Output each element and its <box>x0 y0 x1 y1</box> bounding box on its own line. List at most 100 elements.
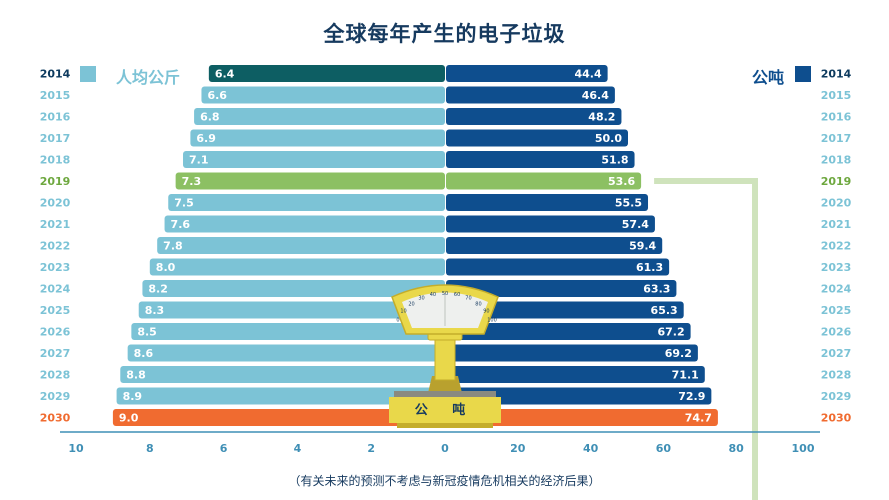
scale-dial-tick-90: 90 <box>483 309 489 315</box>
year-right-2019: 2019 <box>821 175 852 188</box>
bar-per-capita-2019 <box>175 172 445 190</box>
bar-tonnes-2026 <box>446 323 691 340</box>
scale-dial-tick-60: 60 <box>454 292 460 298</box>
tick-tonnes-80: 80 <box>729 442 745 455</box>
year-left-2023: 2023 <box>40 261 71 274</box>
scale-dial-tick-50: 50 <box>442 291 448 297</box>
tick-tonnes-100: 100 <box>792 442 815 455</box>
bar-per-capita-2015 <box>201 86 445 104</box>
label-tonnes-2020: 55.5 <box>615 197 642 210</box>
year-right-2014: 2014 <box>821 68 852 81</box>
legend-label-per-capita: 人均公斤 <box>116 68 181 87</box>
year-left-2020: 2020 <box>40 197 71 210</box>
chart-title: 全球每年产生的电子垃圾 <box>323 22 566 46</box>
label-tonnes-2022: 59.4 <box>629 240 656 253</box>
label-tonnes-2019: 53.6 <box>608 175 635 188</box>
bar-tonnes-2029 <box>446 387 712 405</box>
label-tonnes-2030: 74.7 <box>685 412 712 425</box>
year-left-2028: 2028 <box>40 369 71 382</box>
bar-tonnes-2022 <box>446 237 663 254</box>
label-per-capita-2017: 6.9 <box>196 132 216 145</box>
tick-per-capita-8: 8 <box>146 442 154 455</box>
bar-per-capita-2016 <box>194 108 445 125</box>
tick-tonnes-60: 60 <box>656 442 672 455</box>
year-right-2027: 2027 <box>821 347 852 360</box>
label-tonnes-2021: 57.4 <box>622 218 649 231</box>
label-tonnes-2028: 71.1 <box>672 369 699 382</box>
year-right-2020: 2020 <box>821 197 852 210</box>
year-right-2015: 2015 <box>821 89 852 102</box>
year-right-2022: 2022 <box>821 240 852 253</box>
bar-tonnes-2027 <box>446 344 698 362</box>
year-left-2029: 2029 <box>40 390 71 403</box>
year-right-2016: 2016 <box>821 111 852 124</box>
scale-dial-tick-80: 80 <box>475 301 481 307</box>
bar-tonnes-2018 <box>446 151 635 168</box>
bar-tonnes-2023 <box>446 258 670 276</box>
scale-dial-tick-10: 10 <box>400 309 406 315</box>
bar-per-capita-2029 <box>116 387 445 405</box>
tick-per-capita-0: 0 <box>441 442 449 455</box>
label-tonnes-2016: 48.2 <box>588 111 615 124</box>
bar-tonnes-2017 <box>446 129 628 147</box>
year-right-2021: 2021 <box>821 218 852 231</box>
legend-swatch-tonnes <box>795 66 811 82</box>
year-right-2018: 2018 <box>821 154 852 167</box>
label-tonnes-2018: 51.8 <box>601 154 628 167</box>
scale-dial-tick-20: 20 <box>408 301 414 307</box>
scale-dial-tick-100: 100 <box>487 317 497 323</box>
bracket-connector <box>654 178 758 500</box>
year-left-2024: 2024 <box>40 283 71 296</box>
bar-tonnes-2030 <box>446 409 718 426</box>
year-left-2025: 2025 <box>40 304 71 317</box>
bar-per-capita-2027 <box>127 344 445 362</box>
bar-tonnes-2024 <box>446 280 677 297</box>
bar-per-capita-2030 <box>112 409 446 426</box>
bar-per-capita-2026 <box>131 323 445 340</box>
year-right-2029: 2029 <box>821 390 852 403</box>
bar-tonnes-2014 <box>446 65 608 82</box>
label-per-capita-2030: 9.0 <box>119 412 139 425</box>
label-per-capita-2022: 7.8 <box>163 240 183 253</box>
bar-tonnes-2020 <box>446 194 649 211</box>
label-per-capita-2016: 6.8 <box>200 111 220 124</box>
label-tonnes-2025: 65.3 <box>651 304 678 317</box>
label-per-capita-2019: 7.3 <box>182 175 202 188</box>
label-tonnes-2023: 61.3 <box>636 261 663 274</box>
label-per-capita-2020: 7.5 <box>174 197 194 210</box>
year-left-2015: 2015 <box>40 89 71 102</box>
scale-dial-tick-0: 0 <box>396 317 399 323</box>
label-tonnes-2029: 72.9 <box>678 390 705 403</box>
year-left-2019: 2019 <box>40 175 71 188</box>
label-per-capita-2028: 8.8 <box>126 369 146 382</box>
bar-per-capita-2021 <box>164 215 445 233</box>
bar-tonnes-2028 <box>446 366 705 383</box>
year-left-2021: 2021 <box>40 218 71 231</box>
year-right-2017: 2017 <box>821 132 852 145</box>
label-per-capita-2014: 6.4 <box>215 68 235 81</box>
label-per-capita-2018: 7.1 <box>189 154 209 167</box>
bar-tonnes-2021 <box>446 215 655 233</box>
bar-per-capita-2020 <box>168 194 445 211</box>
tick-per-capita-4: 4 <box>294 442 302 455</box>
bar-tonnes-2019 <box>446 172 642 190</box>
label-tonnes-2027: 69.2 <box>665 347 692 360</box>
scale-foot <box>397 423 493 428</box>
year-right-2028: 2028 <box>821 369 852 382</box>
tick-tonnes-40: 40 <box>583 442 599 455</box>
label-per-capita-2023: 8.0 <box>156 261 176 274</box>
bar-per-capita-2018 <box>183 151 445 168</box>
year-right-2024: 2024 <box>821 283 852 296</box>
scale-platform <box>389 397 501 423</box>
bar-per-capita-2022 <box>157 237 445 254</box>
year-left-2027: 2027 <box>40 347 71 360</box>
year-left-2017: 2017 <box>40 132 71 145</box>
label-per-capita-2021: 7.6 <box>171 218 191 231</box>
bar-tonnes-2025 <box>446 301 684 319</box>
bar-tonnes-2016 <box>446 108 622 125</box>
year-left-2022: 2022 <box>40 240 71 253</box>
bar-tonnes-2015 <box>446 86 615 104</box>
year-right-2026: 2026 <box>821 326 852 339</box>
bar-per-capita-2017 <box>190 129 445 147</box>
